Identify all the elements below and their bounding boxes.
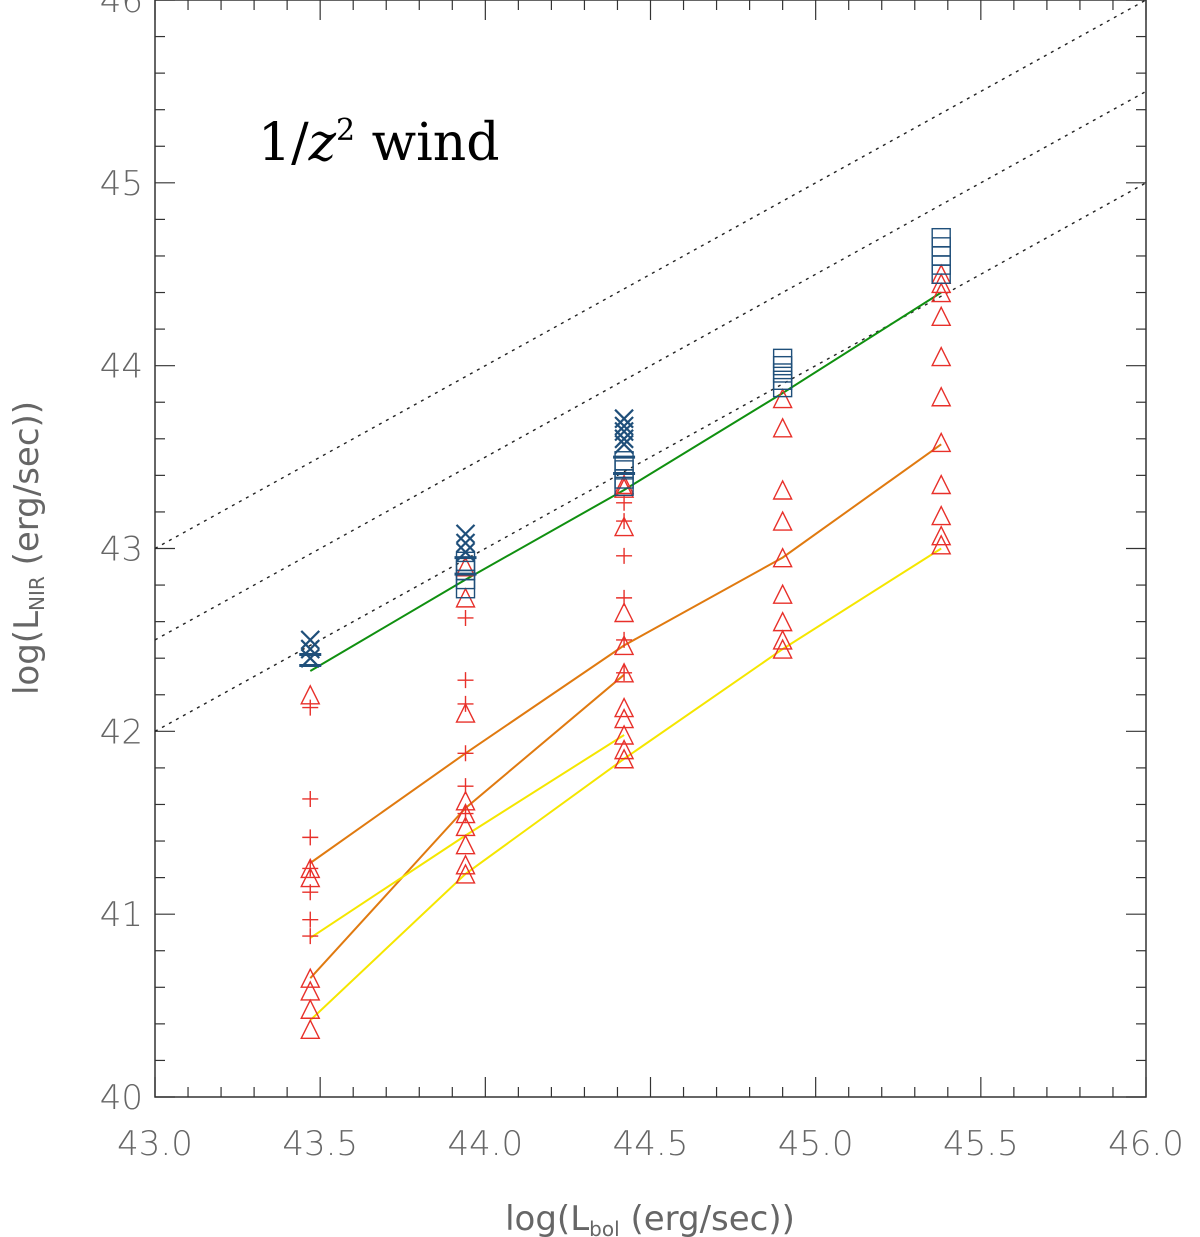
plus-marker [616, 513, 633, 530]
triangle-marker [772, 510, 793, 531]
triangle-marker [772, 583, 793, 604]
triangle-marker [772, 388, 793, 409]
series-lines [309, 291, 942, 1021]
cross-marker [455, 533, 476, 553]
tick-labels: 43.0 43.5 44.0 44.5 45.0 45.5 46.0 40 41 42 43 44 45… [100, 0, 1184, 1164]
cross-marker [455, 524, 476, 544]
triangle-marker [613, 601, 635, 623]
triangle-marker [772, 417, 793, 438]
triangle-marker [613, 473, 635, 495]
triangle-marker [772, 479, 793, 500]
triangle-marker [300, 1018, 321, 1040]
y-axis-label: log(LNIR (erg/sec)) [7, 401, 49, 695]
triangle-marker [931, 345, 952, 367]
markers [299, 227, 952, 1040]
triangle-marker [772, 611, 793, 632]
cross-marker [300, 630, 321, 650]
series-line-green [309, 291, 942, 672]
y-tick-label: 43 [100, 530, 143, 570]
x-tick-label: 45.5 [943, 1124, 1019, 1164]
reference-line [155, 0, 1146, 550]
y-tick-label: 45 [100, 164, 143, 204]
plus-marker [457, 745, 474, 762]
series-line-yellow-upper [309, 734, 625, 939]
plus-marker [302, 860, 319, 877]
triangle-marker [455, 815, 476, 837]
y-tick-label: 41 [100, 895, 143, 935]
plus-marker [302, 928, 319, 945]
x-tick-label: 44.5 [613, 1124, 689, 1164]
triangle-marker [613, 724, 635, 745]
triangle-marker [300, 980, 321, 1001]
plus-marker [302, 829, 319, 846]
reference-line [155, 182, 1146, 732]
plus-marker [302, 790, 319, 807]
x-tick-label: 45.0 [778, 1124, 854, 1164]
x-tick-label: 44.0 [447, 1124, 523, 1164]
title-exponent: 2 [336, 113, 355, 148]
plus-marker [616, 589, 633, 606]
triangle-marker [931, 505, 952, 526]
triangle-marker [931, 431, 952, 453]
y-tick-label: 40 [100, 1078, 143, 1118]
triangle-marker [613, 707, 635, 729]
plus-marker [616, 664, 633, 681]
x-tick-label: 43.0 [117, 1124, 193, 1164]
triangle-marker [300, 967, 321, 988]
triangle-marker [931, 305, 952, 327]
x-axis-label: log(Lbol (erg/sec)) [505, 1199, 795, 1237]
plus-marker [302, 699, 319, 716]
series-line-orange-lower [309, 673, 625, 979]
chart-title: 1/z2 wind [258, 113, 500, 173]
reference-lines [155, 0, 1146, 732]
cross-marker [614, 408, 634, 429]
triangle-marker [613, 515, 635, 537]
triangle-marker [455, 834, 476, 855]
plus-marker [457, 695, 474, 712]
title-prefix: 1/ [258, 113, 309, 173]
triangle-marker [300, 998, 321, 1019]
triangle-marker [772, 547, 793, 568]
y-tick-label: 46 [100, 0, 143, 21]
series-line-yellow-lower [309, 547, 942, 1021]
plus-marker [616, 494, 633, 511]
triangle-marker [613, 634, 635, 656]
title-suffix: wind [355, 113, 499, 173]
x-tick-label: 46.0 [1108, 1124, 1184, 1164]
triangle-marker [455, 556, 476, 577]
triangle-marker [931, 525, 952, 546]
square-marker [614, 451, 634, 471]
plus-marker [457, 672, 474, 689]
y-tick-label: 42 [100, 712, 143, 752]
x-tick-label: 43.5 [282, 1124, 358, 1164]
plus-marker [616, 547, 633, 564]
triangle-marker [455, 702, 476, 723]
reference-line [155, 90, 1146, 641]
square-marker [772, 348, 793, 369]
y-tick-label: 44 [100, 347, 143, 387]
plus-marker [457, 778, 474, 795]
square-marker [931, 227, 951, 248]
plus-marker [616, 631, 633, 648]
plus-marker [302, 884, 319, 901]
plus-marker [457, 609, 474, 626]
cross-marker [614, 416, 634, 436]
axis-ticks [154, 0, 1147, 1098]
triangle-marker [931, 473, 952, 495]
triangle-marker [772, 629, 793, 650]
plus-marker [457, 805, 474, 822]
triangle-marker [613, 739, 635, 760]
plus-marker [302, 911, 319, 928]
triangle-marker [613, 696, 635, 718]
triangle-marker [931, 386, 952, 407]
triangle-marker [455, 854, 476, 875]
series-line-orange-upper [309, 443, 942, 864]
title-variable: z [308, 113, 337, 173]
